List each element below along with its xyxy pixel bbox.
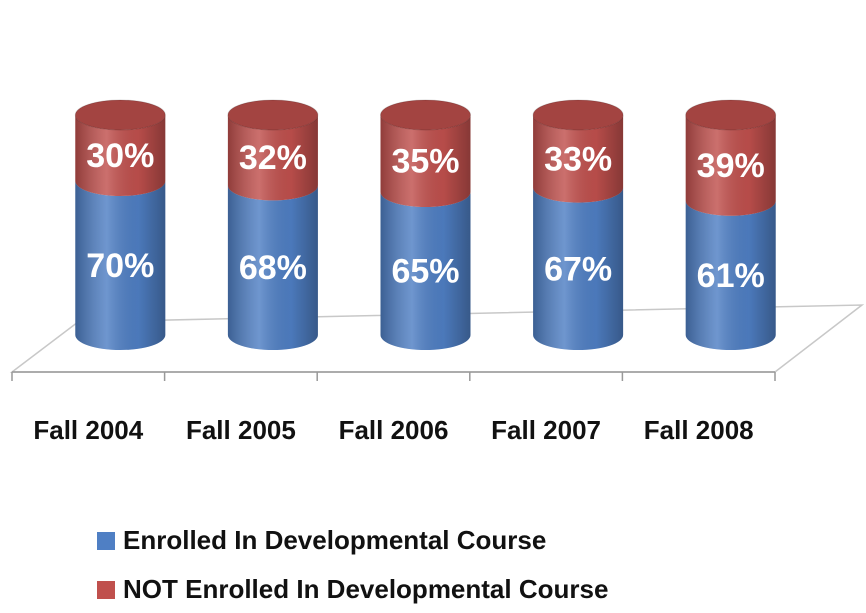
legend-swatch [97, 532, 115, 550]
cylinder-top-shade [380, 100, 471, 130]
cylinder-top [227, 99, 319, 131]
legend-label: NOT Enrolled In Developmental Course [123, 574, 608, 604]
cylinder-top-shade [685, 100, 776, 130]
x-tick-label: Fall 2007 [491, 415, 601, 445]
cylinder-top [380, 99, 471, 131]
cylinder-top [74, 99, 166, 131]
value-label: 61% [697, 257, 765, 295]
value-label: 33% [544, 140, 612, 178]
x-tick-label: Fall 2008 [644, 415, 754, 445]
value-label: 65% [391, 252, 459, 290]
value-label: 68% [239, 249, 307, 287]
cylinder-top-shade [227, 100, 318, 130]
x-tick-label: Fall 2005 [186, 415, 296, 445]
cylinder-top [685, 99, 777, 131]
value-label: 30% [86, 137, 154, 175]
value-label: 32% [239, 139, 307, 177]
value-label: 67% [544, 250, 612, 288]
value-label: 39% [697, 147, 765, 185]
x-tick-label: Fall 2006 [339, 415, 449, 445]
value-label: 35% [391, 142, 459, 180]
cylinder-top-shade [75, 100, 166, 130]
cylinder-top [532, 99, 624, 131]
x-tick-label: Fall 2004 [33, 415, 143, 445]
value-label: 70% [86, 247, 154, 285]
legend-label: Enrolled In Developmental Course [123, 525, 546, 555]
cylinder-top-shade [533, 100, 624, 130]
legend-swatch [97, 581, 115, 599]
